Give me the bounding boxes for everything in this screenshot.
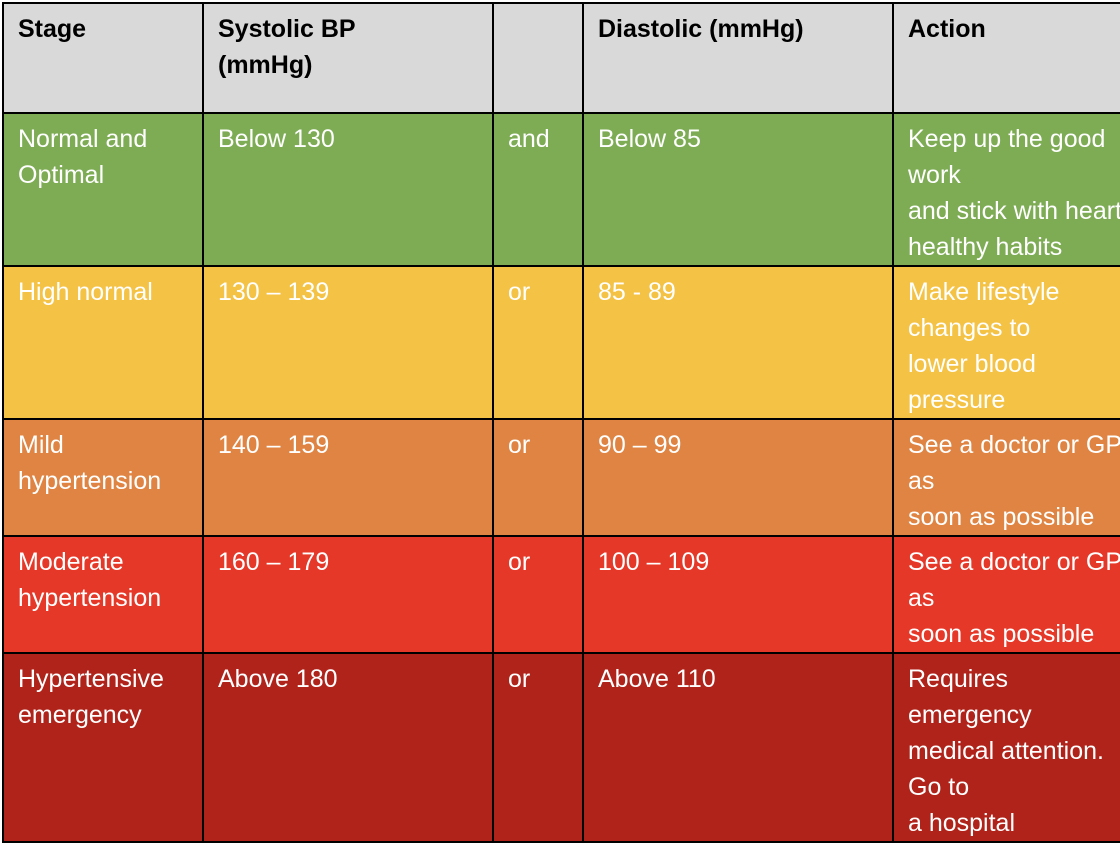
header-action: Action — [892, 2, 1120, 114]
diastolic-cell: Below 85 — [582, 112, 894, 267]
table-row: High normal 130 – 139 or 85 - 89 Make li… — [2, 265, 1120, 420]
connector-cell: and — [492, 112, 584, 267]
table-row: Normal and Optimal Below 130 and Below 8… — [2, 112, 1120, 267]
connector-cell: or — [492, 652, 584, 843]
stage-cell: Normal and Optimal — [2, 112, 204, 267]
action-cell: Requires emergency medical attention. Go … — [892, 652, 1120, 843]
stage-cell: High normal — [2, 265, 204, 420]
diastolic-cell: 100 – 109 — [582, 535, 894, 654]
action-cell: See a doctor or GP as soon as possible — [892, 418, 1120, 537]
connector-cell: or — [492, 265, 584, 420]
stage-cell: Moderate hypertension — [2, 535, 204, 654]
header-diastolic: Diastolic (mmHg) — [582, 2, 894, 114]
stage-cell: Hypertensive emergency — [2, 652, 204, 843]
systolic-cell: Below 130 — [202, 112, 494, 267]
table-header-row: Stage Systolic BP (mmHg) Diastolic (mmHg… — [2, 2, 1120, 114]
diastolic-cell: 90 – 99 — [582, 418, 894, 537]
diastolic-cell: 85 - 89 — [582, 265, 894, 420]
header-stage: Stage — [2, 2, 204, 114]
header-systolic: Systolic BP (mmHg) — [202, 2, 494, 114]
table-row: Hypertensive emergency Above 180 or Abov… — [2, 652, 1120, 843]
connector-cell: or — [492, 418, 584, 537]
systolic-cell: 140 – 159 — [202, 418, 494, 537]
header-connector — [492, 2, 584, 114]
diastolic-cell: Above 110 — [582, 652, 894, 843]
action-cell: Make lifestyle changes to lower blood pre… — [892, 265, 1120, 420]
systolic-cell: 130 – 139 — [202, 265, 494, 420]
connector-cell: or — [492, 535, 584, 654]
systolic-cell: Above 180 — [202, 652, 494, 843]
table-row: Mild hypertension 140 – 159 or 90 – 99 S… — [2, 418, 1120, 537]
table-row: Moderate hypertension 160 – 179 or 100 –… — [2, 535, 1120, 654]
systolic-cell: 160 – 179 — [202, 535, 494, 654]
action-cell: See a doctor or GP as soon as possible — [892, 535, 1120, 654]
action-cell: Keep up the good work and stick with hear… — [892, 112, 1120, 267]
stage-cell: Mild hypertension — [2, 418, 204, 537]
